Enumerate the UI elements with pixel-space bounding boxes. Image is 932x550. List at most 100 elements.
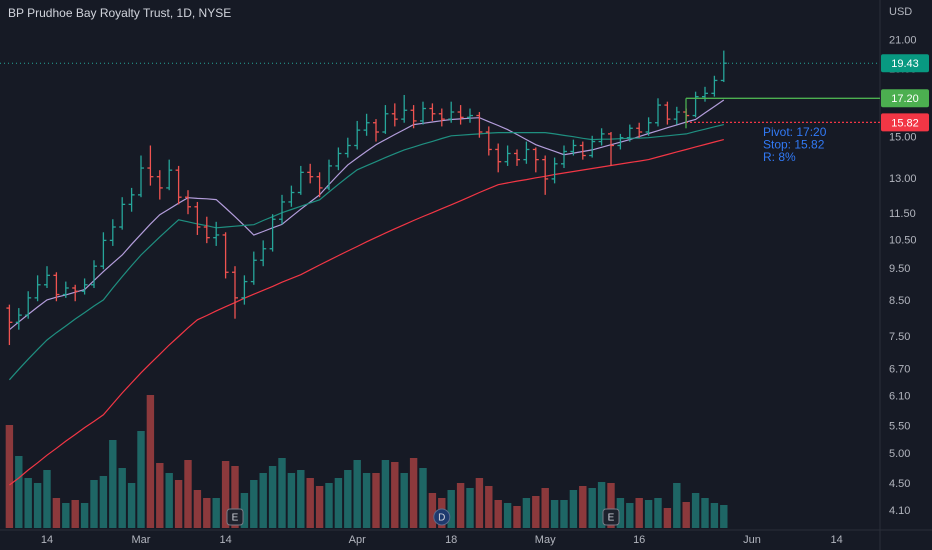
event-label: D <box>438 513 445 524</box>
moving-average-line <box>9 139 724 486</box>
volume-bar <box>654 498 662 528</box>
event-marker <box>602 508 620 526</box>
volume-bar <box>212 498 220 528</box>
volume-bar <box>156 463 164 528</box>
y-tick-label: 5.50 <box>889 420 910 432</box>
volume-bar <box>597 482 606 528</box>
volume-bar <box>268 466 277 528</box>
volume-bar <box>334 478 343 528</box>
y-tick-label: 11.50 <box>889 208 916 220</box>
volume-bar <box>569 490 578 528</box>
volume-bar <box>231 466 239 528</box>
y-tick-label: 7.50 <box>889 331 910 343</box>
volume-bar <box>24 478 32 528</box>
moving-average-line <box>9 99 725 331</box>
volume-bar <box>297 470 305 528</box>
volume-bar <box>278 458 286 528</box>
level-label: 17.20 <box>891 93 919 105</box>
level-tag <box>881 89 929 108</box>
x-tick-label: 14 <box>41 534 53 546</box>
event-marker <box>226 508 244 526</box>
volume-bar <box>644 500 653 528</box>
x-tick-label: 14 <box>830 534 842 546</box>
volume-bar <box>193 490 202 528</box>
level-tag <box>881 113 929 132</box>
moving-average-line <box>8 124 724 381</box>
volume-bar <box>325 483 333 528</box>
volume-bar <box>344 470 352 528</box>
volume-bar <box>118 468 126 528</box>
y-tick-label: 21.00 <box>889 35 917 47</box>
volume-bar <box>616 498 625 528</box>
event-label: E <box>232 513 239 524</box>
y-tick-label: 8.50 <box>889 295 910 307</box>
volume-bar <box>381 460 390 528</box>
y-tick-label: 6.70 <box>889 364 910 376</box>
y-tick-label: 4.50 <box>889 478 910 490</box>
volume-bar <box>240 493 249 528</box>
volume-bar <box>550 500 559 528</box>
last-price-label: 19.43 <box>891 58 919 70</box>
level-label: 15.82 <box>891 117 919 129</box>
volume-bar <box>250 480 258 528</box>
x-tick-label: 14 <box>219 534 231 546</box>
volume-bar <box>409 458 418 528</box>
volume-bar <box>541 488 549 528</box>
volume-bar <box>663 508 672 528</box>
y-tick-label: 9.50 <box>889 263 910 275</box>
volume-bar <box>494 500 502 528</box>
last-price-tag <box>881 54 929 73</box>
x-tick-label: 16 <box>633 534 645 546</box>
volume-bar <box>109 440 117 528</box>
volume-bar <box>560 500 568 528</box>
volume-bar <box>720 505 728 528</box>
annotation-text: Stop: 15.82 <box>763 138 825 152</box>
volume-bar <box>353 460 361 528</box>
event-marker <box>433 508 451 526</box>
volume-bar <box>127 483 136 528</box>
x-tick-label: Jun <box>743 534 761 546</box>
volume-bar <box>71 500 79 528</box>
currency: USD <box>889 6 912 18</box>
volume-bar <box>682 502 690 528</box>
volume-bar <box>485 486 493 528</box>
volume-bar <box>184 460 192 528</box>
volume-bar <box>259 473 267 528</box>
chart-title: BP Prudhoe Bay Royalty Trust, 1D, NYSE <box>8 6 231 20</box>
volume-bar <box>165 473 173 528</box>
annotation-text: Pivot: 17:20 <box>763 125 827 139</box>
volume-bar <box>372 473 380 528</box>
y-tick-label: 5.00 <box>889 448 910 460</box>
volume-bar <box>579 486 587 528</box>
volume-bar <box>513 506 521 528</box>
volume-bar <box>315 486 324 528</box>
volume-bar <box>428 493 437 528</box>
volume-bar <box>15 456 23 528</box>
volume-bar <box>203 498 211 528</box>
volume-bar <box>90 480 98 528</box>
volume-bar <box>691 493 700 528</box>
volume-bar <box>52 498 61 528</box>
volume-bar <box>701 498 709 528</box>
volume-bar <box>306 478 314 528</box>
x-tick-label: Mar <box>132 534 151 546</box>
volume-bar <box>466 488 474 528</box>
volume-bar <box>287 473 296 528</box>
volume-bar <box>33 483 42 528</box>
volume-bar <box>475 478 484 528</box>
volume-bar <box>99 476 108 528</box>
volume-bar <box>626 503 634 528</box>
x-tick-label: 18 <box>445 534 457 546</box>
volume-bar <box>174 480 183 528</box>
event-label: E <box>608 513 615 524</box>
volume-bar <box>362 473 371 528</box>
volume-bar <box>673 483 681 528</box>
x-tick-label: Apr <box>349 534 366 546</box>
volume-bar <box>5 425 14 528</box>
volume-bar <box>532 496 540 528</box>
volume-bar <box>62 503 70 528</box>
y-tick-label: 13.00 <box>889 173 917 185</box>
volume-bar <box>43 470 51 528</box>
